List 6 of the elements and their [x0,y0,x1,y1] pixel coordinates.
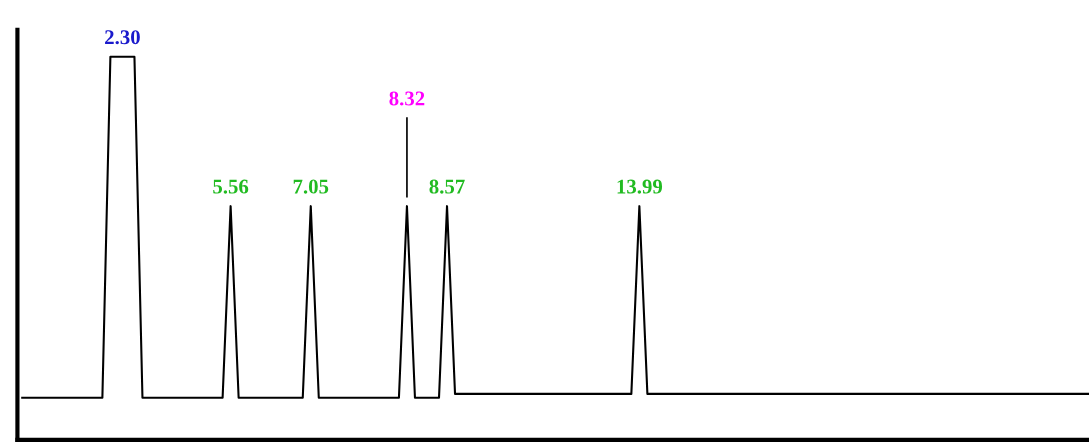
annotation: 8.32 [389,91,425,106]
text: 2.30 [105,30,140,45]
annotation: 8.57 [429,179,465,194]
annotation: 7.05 [293,179,329,194]
annotation: 13.99 [617,179,663,194]
annotation: 5.56 [213,179,249,194]
